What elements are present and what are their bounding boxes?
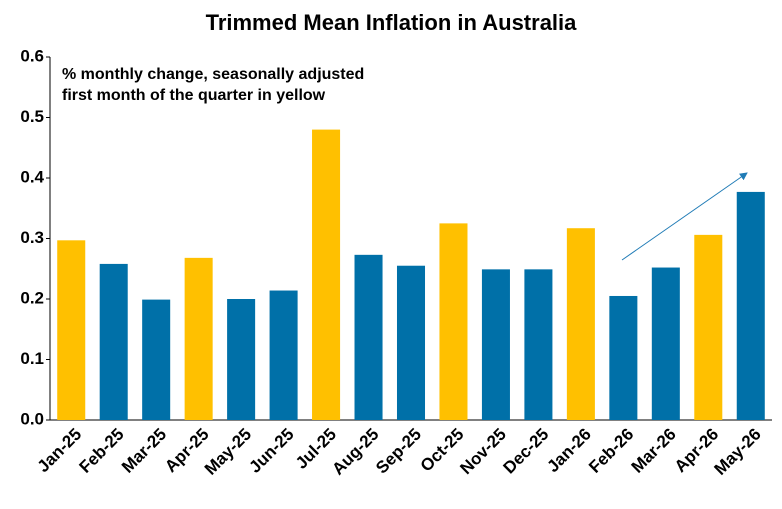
bar: [609, 295, 638, 420]
y-tick-label: 0.1: [20, 349, 44, 368]
annotation: % monthly change, seasonally adjusted: [62, 66, 364, 83]
bar: [142, 299, 171, 420]
bar: [694, 234, 723, 420]
x-tick-label: Jan-25: [34, 425, 86, 477]
bar: [57, 240, 86, 420]
x-tick-label: May-25: [201, 425, 255, 479]
bar: [227, 299, 256, 420]
x-tick-label: Sep-25: [372, 425, 425, 478]
bar: [354, 254, 383, 420]
chart-title: Trimmed Mean Inflation in Australia: [206, 10, 578, 35]
annotation: first month of the quarter in yellow: [62, 87, 326, 104]
x-tick-label: Feb-26: [585, 425, 637, 477]
bar: [566, 228, 595, 420]
x-tick-label: Dec-25: [500, 425, 553, 478]
bar: [439, 223, 468, 420]
y-tick-label: 0.5: [20, 107, 44, 126]
bar: [396, 265, 426, 420]
y-tick-label: 0.0: [20, 409, 44, 428]
y-tick-label: 0.3: [20, 228, 44, 247]
bar: [184, 257, 213, 420]
bar: [269, 290, 298, 420]
bar: [524, 269, 553, 420]
x-tick-label: Nov-25: [456, 425, 510, 479]
x-tick-label: Aug-25: [328, 425, 382, 479]
x-tick-label: Mar-26: [628, 425, 680, 477]
bar: [99, 263, 128, 420]
bar: [312, 129, 341, 420]
x-tick-label: Feb-25: [76, 425, 128, 477]
y-tick-label: 0.4: [20, 167, 44, 186]
y-tick-label: 0.2: [20, 288, 44, 307]
x-tick-label: Jun-25: [245, 425, 297, 477]
x-tick-label: May-26: [711, 425, 765, 479]
trend-arrow: [621, 172, 748, 261]
x-tick-label: Jan-26: [543, 425, 595, 477]
x-tick-label: Mar-25: [118, 425, 170, 477]
y-tick-label: 0.6: [20, 46, 44, 65]
bar: [651, 267, 680, 420]
bar: [736, 191, 765, 420]
bar: [481, 269, 510, 420]
